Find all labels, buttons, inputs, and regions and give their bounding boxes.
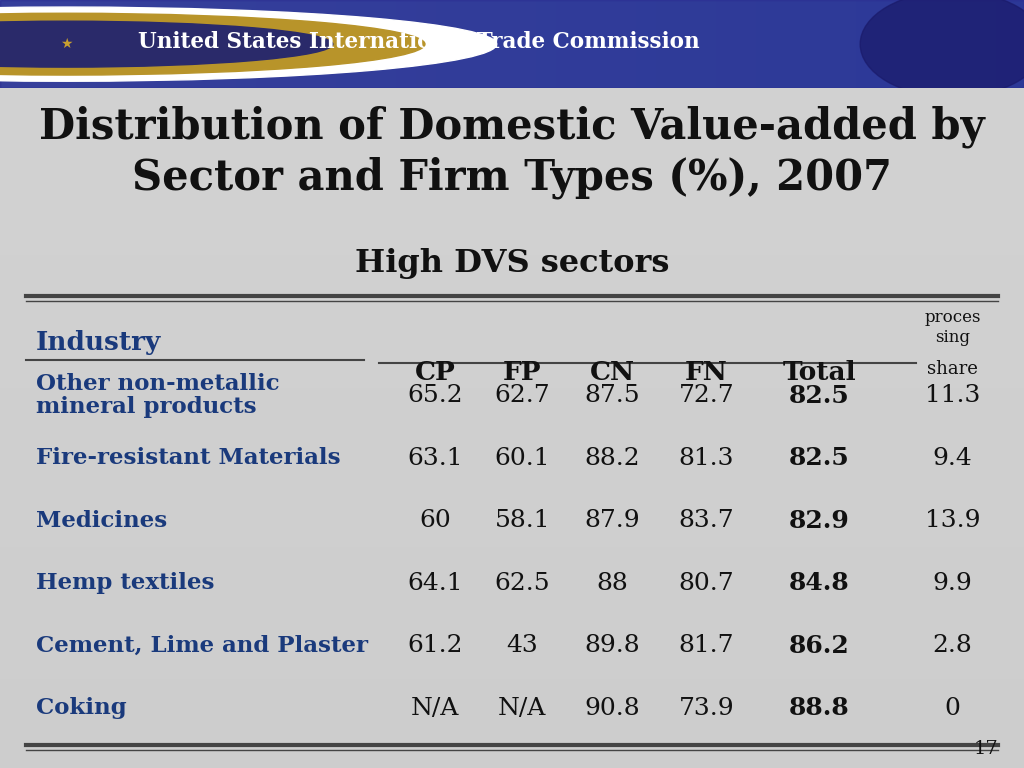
Text: 90.8: 90.8 bbox=[585, 697, 640, 720]
Text: 87.5: 87.5 bbox=[585, 384, 640, 407]
Text: United States International Trade Commission: United States International Trade Commis… bbox=[138, 31, 699, 54]
Text: Other non-metallic
mineral products: Other non-metallic mineral products bbox=[36, 372, 280, 419]
Text: 9.4: 9.4 bbox=[933, 446, 972, 469]
Text: 61.2: 61.2 bbox=[408, 634, 463, 657]
Text: 83.7: 83.7 bbox=[679, 509, 734, 532]
Text: 81.7: 81.7 bbox=[679, 634, 734, 657]
Text: 9.9: 9.9 bbox=[933, 571, 972, 594]
Text: 89.8: 89.8 bbox=[585, 634, 640, 657]
Text: 87.9: 87.9 bbox=[585, 509, 640, 532]
Text: FP: FP bbox=[503, 360, 542, 386]
Text: 17: 17 bbox=[974, 740, 998, 758]
Text: CN: CN bbox=[590, 360, 635, 386]
Text: CP: CP bbox=[415, 360, 456, 386]
Text: 65.2: 65.2 bbox=[408, 384, 463, 407]
Text: 11.3: 11.3 bbox=[925, 384, 980, 407]
Text: 62.7: 62.7 bbox=[495, 384, 550, 407]
Text: Total: Total bbox=[782, 360, 856, 386]
Text: 88.2: 88.2 bbox=[585, 446, 640, 469]
Text: N/A: N/A bbox=[411, 697, 460, 720]
Text: 64.1: 64.1 bbox=[408, 571, 463, 594]
Text: Coking: Coking bbox=[36, 697, 127, 719]
Text: FN: FN bbox=[685, 360, 728, 386]
Text: 2.8: 2.8 bbox=[933, 634, 972, 657]
Text: share: share bbox=[927, 360, 978, 378]
Text: proces
sing: proces sing bbox=[924, 310, 981, 346]
Text: 82.9: 82.9 bbox=[788, 508, 850, 532]
Circle shape bbox=[0, 7, 497, 81]
Text: Hemp textiles: Hemp textiles bbox=[36, 572, 214, 594]
Text: Fire-resistant Materials: Fire-resistant Materials bbox=[36, 447, 340, 469]
Text: 82.5: 82.5 bbox=[788, 383, 850, 408]
Text: 82.5: 82.5 bbox=[788, 446, 850, 470]
Text: 86.2: 86.2 bbox=[788, 634, 850, 657]
Text: 63.1: 63.1 bbox=[408, 446, 463, 469]
Text: Distribution of Domestic Value-added by
Sector and Firm Types (%), 2007: Distribution of Domestic Value-added by … bbox=[39, 105, 985, 199]
Text: 43: 43 bbox=[506, 634, 539, 657]
Text: 80.7: 80.7 bbox=[679, 571, 734, 594]
Text: 88.8: 88.8 bbox=[788, 696, 850, 720]
Text: ★: ★ bbox=[60, 37, 73, 51]
Text: 72.7: 72.7 bbox=[679, 384, 734, 407]
Text: 81.3: 81.3 bbox=[679, 446, 734, 469]
Text: 60: 60 bbox=[419, 509, 452, 532]
Text: 0: 0 bbox=[944, 697, 961, 720]
Text: 13.9: 13.9 bbox=[925, 509, 980, 532]
Text: Industry: Industry bbox=[36, 329, 161, 355]
Text: 60.1: 60.1 bbox=[495, 446, 550, 469]
Text: Cement, Lime and Plaster: Cement, Lime and Plaster bbox=[36, 634, 368, 657]
Text: 73.9: 73.9 bbox=[679, 697, 734, 720]
Text: N/A: N/A bbox=[498, 697, 547, 720]
Text: 88: 88 bbox=[596, 571, 629, 594]
Circle shape bbox=[0, 22, 333, 67]
Text: 84.8: 84.8 bbox=[788, 571, 850, 595]
Text: 58.1: 58.1 bbox=[495, 509, 550, 532]
Circle shape bbox=[0, 13, 425, 75]
Text: High DVS sectors: High DVS sectors bbox=[354, 248, 670, 279]
Text: Medicines: Medicines bbox=[36, 510, 167, 531]
Text: 62.5: 62.5 bbox=[495, 571, 550, 594]
Ellipse shape bbox=[860, 0, 1024, 98]
